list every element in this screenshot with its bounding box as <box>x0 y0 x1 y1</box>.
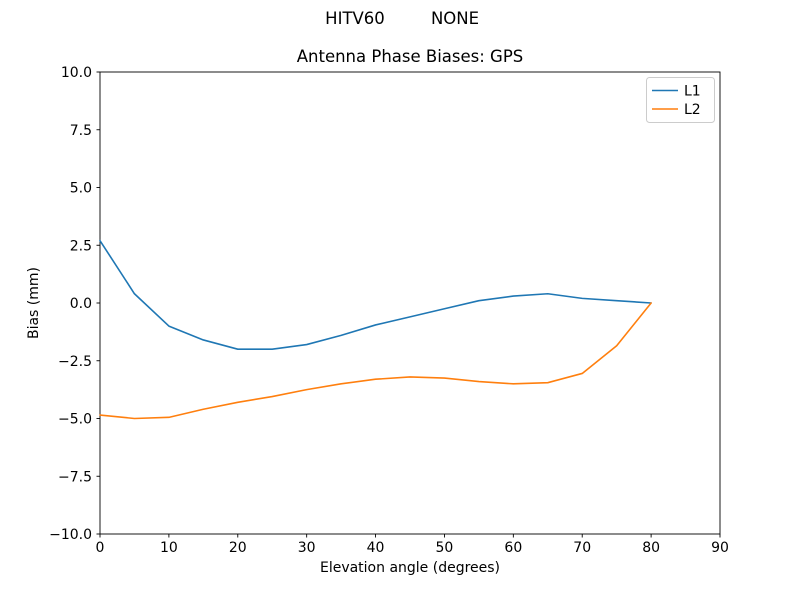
x-tick-label: 50 <box>436 540 454 556</box>
legend-label-l2: L2 <box>684 102 701 118</box>
series-line-l1 <box>99 239 652 351</box>
y-tick-label: −2.5 <box>58 354 92 370</box>
x-tick-label: 0 <box>96 540 105 556</box>
suptitle-right: NONE <box>431 9 479 28</box>
legend-box <box>646 77 715 123</box>
axes-title: Antenna Phase Biases: GPS <box>297 47 524 66</box>
suptitle-left: HITV60 <box>325 9 385 28</box>
x-tick-label: 60 <box>504 540 522 556</box>
y-tick-label: −5.0 <box>58 412 92 428</box>
axes-frame <box>99 71 721 535</box>
series-line-l2 <box>99 302 652 420</box>
legend-label-l1: L1 <box>684 84 701 100</box>
x-tick-label: 40 <box>367 540 385 556</box>
y-tick-label: −10.0 <box>49 527 92 543</box>
y-tick-label: 7.5 <box>70 123 92 139</box>
y-tick-label: 0.0 <box>70 296 92 312</box>
x-tick-label: 10 <box>160 540 178 556</box>
legend-entry-l2: L2 <box>652 102 701 118</box>
y-axis-label: Bias (mm) <box>26 267 42 339</box>
x-axis-label: Elevation angle (degrees) <box>320 560 500 576</box>
legend-entry-l1: L1 <box>652 84 701 100</box>
y-tick-label: −7.5 <box>58 469 92 485</box>
y-tick-label: 5.0 <box>70 181 92 197</box>
x-tick-label: 30 <box>298 540 316 556</box>
x-tick-label: 70 <box>573 540 591 556</box>
y-tick-label: 10.0 <box>61 65 92 81</box>
y-tick-label: 2.5 <box>70 238 92 254</box>
plot-area: 0 10 20 30 40 50 60 70 80 90 10.0 7.5 5.0 2.5 0.0 −2.5 −… <box>49 65 729 556</box>
x-tick-label: 20 <box>229 540 247 556</box>
x-tick-label: 90 <box>711 540 729 556</box>
x-tick-label: 80 <box>642 540 660 556</box>
